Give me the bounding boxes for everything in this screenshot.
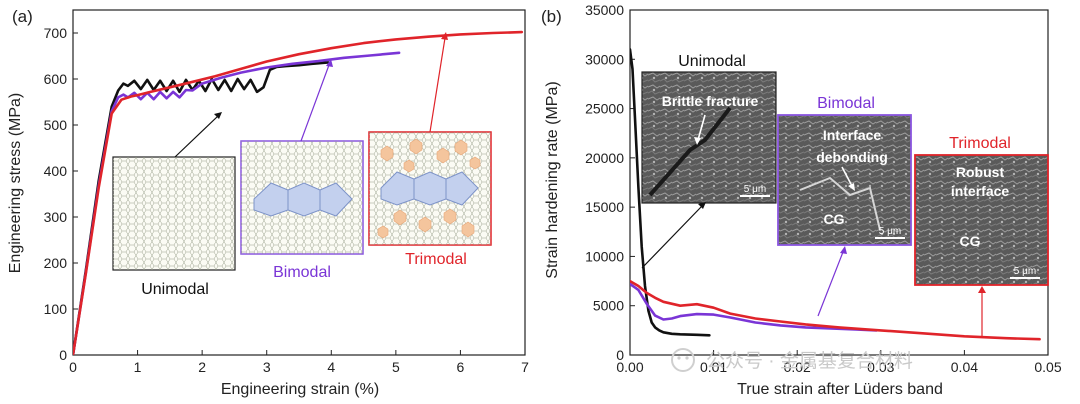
annotation-trimodal-b: Trimodal: [949, 135, 1011, 152]
particles: [377, 138, 481, 239]
inset-label-brittle-fracture: Brittle fracture: [662, 93, 759, 109]
y-tick-label: 200: [44, 255, 68, 271]
y-tick-label: 600: [44, 71, 68, 87]
panel-a: 0 1 2 3 4 5 6 7 0 100 200 300 400 500 600 700 (a) Engi…: [7, 7, 529, 398]
inset-label-robust: Robust: [956, 164, 1005, 180]
inset-label-cg-trimodal: CG: [960, 233, 981, 249]
panel-label-a: (a): [12, 7, 33, 26]
y-tick-label: 500: [44, 117, 68, 133]
coarse-grain-hexagons: [380, 171, 479, 206]
series-group-a: [73, 30, 524, 355]
coarse-grain-hexagons: [253, 182, 353, 217]
y-tick-label: 400: [44, 163, 68, 179]
x-tick-label: 0.01: [700, 359, 727, 375]
y-tick-label: 100: [44, 301, 68, 317]
annotation-arrows-a: [174, 32, 448, 158]
series-line-unimodal: [630, 48, 711, 337]
y-axis-label-b: Strain hardening rate (MPa): [544, 81, 561, 278]
annotation-arrows-b: [641, 202, 986, 338]
annotation-unimodal-b: Unimodal: [678, 53, 746, 70]
x-tick-label: 2: [198, 359, 206, 375]
inset-bimodal-sem: Interface debonding CG 5 μm: [777, 114, 912, 246]
watermark-text: 公众号 · 金属基复合材料: [706, 350, 913, 372]
wechat-icon: [671, 348, 695, 372]
x-tick-label: 5: [392, 359, 400, 375]
y-tick-label: 35000: [585, 2, 624, 18]
x-axis-label-a: Engineering strain (%): [221, 381, 379, 398]
inset-unimodal-sem: Brittle fracture 5 μm: [641, 71, 777, 204]
x-tick-label: 1: [134, 359, 142, 375]
axis-ticks-a: [72, 32, 526, 356]
inset-label-debonding: debonding: [816, 149, 888, 165]
x-tick-label: 0.05: [1034, 359, 1061, 375]
series-line-unimodal: [73, 61, 330, 355]
x-tick-label: 6: [457, 359, 465, 375]
inset-label-cg-bimodal: CG: [824, 211, 845, 227]
scale-bar-bimodal: 5 μm: [879, 226, 901, 237]
annotation-unimodal-a: Unimodal: [141, 281, 209, 298]
x-axis-label-b: True strain after Lüders band: [737, 381, 943, 398]
inset-trimodal-sem: Robust interface CG 5 μm: [914, 154, 1049, 286]
y-axis-label-a: Engineering stress (MPa): [7, 93, 24, 274]
inset-label-interface: Interface: [823, 127, 882, 143]
series-line-trimodal: [73, 30, 524, 355]
inset-label-interface-trimodal: interface: [951, 183, 1010, 199]
scale-bar-unimodal: 5 μm: [744, 184, 766, 195]
y-tick-label: 300: [44, 209, 68, 225]
y-tick-label: 30000: [585, 51, 624, 67]
x-tick-label: 0.02: [784, 359, 811, 375]
x-tick-labels-b: 0.00 0.01 0.02 0.03 0.04 0.05: [616, 359, 1061, 375]
panel-b: 0.00 0.01 0.02 0.03 0.04 0.05 0 5000 10000 15000…: [541, 2, 1062, 398]
y-tick-label: 20000: [585, 150, 624, 166]
annotation-bimodal-b: Bimodal: [817, 95, 875, 112]
annotation-trimodal-a: Trimodal: [405, 251, 467, 268]
x-tick-label: 0: [69, 359, 77, 375]
series-group-b: [630, 48, 1041, 341]
y-tick-label: 0: [616, 347, 624, 363]
annotation-bimodal-a: Bimodal: [273, 264, 331, 281]
x-tick-label: 0.03: [867, 359, 894, 375]
watermark: 公众号 · 金属基复合材料: [671, 348, 913, 372]
x-tick-label: 7: [521, 359, 529, 375]
y-tick-label: 25000: [585, 101, 624, 117]
x-tick-label: 0.04: [951, 359, 978, 375]
y-tick-label: 0: [59, 347, 67, 363]
series-line-bimodal: [630, 282, 878, 332]
y-tick-labels-a: 0 100 200 300 400 500 600 700: [44, 25, 68, 363]
panel-label-b: (b): [541, 7, 562, 26]
inset-unimodal-schematic: [112, 156, 236, 271]
y-tick-label: 15000: [585, 199, 624, 215]
axis-ticks-b: [629, 9, 1049, 356]
y-tick-labels-b: 0 5000 10000 15000 20000 25000 30000 35000: [585, 2, 624, 363]
y-tick-label: 700: [44, 25, 68, 41]
y-tick-label: 5000: [593, 298, 624, 314]
x-tick-label: 3: [263, 359, 271, 375]
plot-frame-a: [72, 9, 526, 356]
x-tick-label: 0.00: [616, 359, 643, 375]
x-tick-labels-a: 0 1 2 3 4 5 6 7: [69, 359, 529, 375]
inset-trimodal-schematic: [368, 131, 492, 246]
inset-bimodal-schematic: [240, 140, 364, 255]
x-tick-label: 4: [327, 359, 335, 375]
series-line-bimodal: [73, 51, 401, 355]
scale-bar-trimodal: 5 μm: [1014, 266, 1036, 277]
series-line-trimodal: [630, 279, 1041, 341]
y-tick-label: 10000: [585, 248, 624, 264]
